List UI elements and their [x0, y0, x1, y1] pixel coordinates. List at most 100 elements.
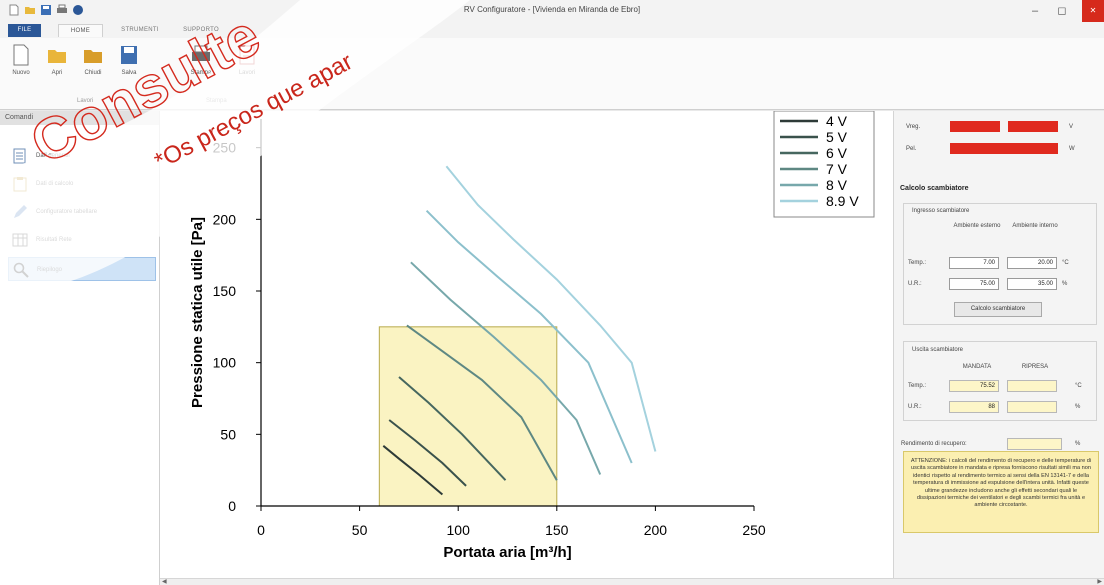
sidebar-item-label: Dati generali: [36, 153, 70, 159]
series-line: [410, 261, 602, 475]
vreg-bar-2: [1008, 121, 1058, 132]
calc-section-title: Calcolo scambiatore: [900, 185, 969, 192]
y-axis-label: Pressione statica utile [Pa]: [189, 217, 206, 408]
folder-icon: [84, 50, 102, 63]
ur-label: U.R.:: [908, 281, 922, 287]
new-doc-icon: [13, 44, 29, 66]
scroll-right-icon[interactable]: ▶: [1097, 579, 1102, 585]
maximize-icon[interactable]: ◻: [1057, 5, 1067, 17]
ingresso-title: Ingresso scambiatore: [912, 208, 970, 214]
y-tick-label: 100: [213, 355, 237, 371]
group-stampa: Stampa: [206, 98, 227, 104]
sidebar-item-configuratore[interactable]: Configuratore tabellare: [8, 200, 156, 224]
legend-label: 8 V: [826, 177, 848, 193]
minimize-icon[interactable]: –: [1031, 5, 1039, 17]
temp-ext-field[interactable]: 7.00: [949, 257, 999, 269]
uscita-title: Uscita scambiatore: [912, 347, 964, 353]
legend-label: 5 V: [826, 129, 848, 145]
y-tick-label: 150: [213, 283, 237, 299]
ingresso-box: [903, 203, 1097, 325]
x-tick-label: 200: [644, 522, 668, 538]
jobs-label: Lavori: [238, 70, 256, 76]
document-icon: [13, 148, 26, 164]
vreg-unit: V: [1069, 124, 1074, 130]
sidebar-item-dati-generali[interactable]: Dati generali: [8, 144, 156, 168]
ripresa-label: RIPRESA: [1021, 364, 1049, 370]
summary-panel: Vreg. V Pel. W Calcolo scambiatore Ingre…: [893, 111, 1104, 578]
ur-int-field[interactable]: 35.00: [1007, 278, 1057, 290]
commands-sidebar: Comandi Dati generali Dati di calcolo Co…: [0, 111, 160, 585]
save-label: Salva: [121, 70, 137, 76]
warning-note: ATTENZIONE: i calcoli del rendimento di …: [903, 451, 1099, 533]
legend-label: 8.9 V: [826, 193, 859, 209]
temp-int-field[interactable]: 20.00: [1007, 257, 1057, 269]
rendimento-unit: %: [1075, 441, 1081, 447]
tab-supporto[interactable]: SUPPORTO: [183, 27, 219, 33]
print-icon: [192, 45, 210, 61]
temp-ripresa-field: [1007, 380, 1057, 392]
y-tick-label: 50: [220, 426, 236, 442]
group-lavori: Lavori: [77, 98, 94, 104]
col-int-label: Ambiente interno: [1012, 223, 1058, 229]
tab-strumenti[interactable]: STRUMENTI: [121, 27, 159, 33]
sidebar-item-label: Dati di calcolo: [36, 181, 74, 187]
window-title: RV Configuratore - [Vivienda en Miranda …: [463, 5, 641, 14]
pel-bar: [950, 143, 1058, 154]
folder-open-icon: [48, 50, 66, 63]
legend-label: 4 V: [826, 113, 848, 129]
new-button[interactable]: Nuovo: [6, 44, 36, 76]
x-tick-label: 150: [545, 522, 569, 538]
temp-label: Temp.:: [908, 260, 927, 266]
x-tick-label: 50: [352, 522, 368, 538]
open-button[interactable]: Apri: [42, 44, 72, 76]
fan-curve-chart: 0 50 100 150 200 250 0 50 100 150 200 250 Portata ar…: [189, 110, 875, 561]
chart-panel: 0 50 100 150 200 250 0 50 100 150 200 250 Portata ar…: [160, 110, 893, 578]
calc-exchanger-button[interactable]: Calcolo scambiatore: [954, 302, 1042, 317]
jobs-button[interactable]: Lavori: [232, 44, 262, 76]
ur-mandata-field: 88: [949, 401, 999, 413]
pel-label: Pel.: [906, 146, 917, 152]
ribbon-tabs: FILE HOME STRUMENTI SUPPORTO: [0, 22, 1104, 38]
scroll-left-icon[interactable]: ◀: [162, 579, 167, 585]
pel-unit: W: [1069, 146, 1075, 152]
series-line: [398, 376, 507, 481]
ur-ripresa-field: [1007, 401, 1057, 413]
y-tick-label: 0: [228, 498, 236, 514]
save-button[interactable]: Salva: [114, 44, 144, 76]
sidebar-item-label: Riepilogo: [37, 267, 63, 273]
sidebar-item-riepilogo[interactable]: Riepilogo: [8, 257, 156, 281]
y-tick-label: 250: [213, 140, 237, 156]
sidebar-item-dati-calcolo[interactable]: Dati di calcolo: [8, 172, 156, 196]
highlight-region: [378, 326, 558, 507]
tab-home[interactable]: HOME: [58, 24, 103, 37]
legend-label: 7 V: [826, 161, 848, 177]
temp-mandata-field: 75.52: [949, 380, 999, 392]
x-tick-label: 0: [257, 522, 265, 538]
series-line: [382, 445, 444, 496]
close-doc-label: Chiudi: [84, 70, 102, 76]
magnifier-icon: [13, 262, 29, 278]
clipboard-icon: [13, 177, 27, 192]
save-icon: [121, 46, 137, 64]
uscita-box: [903, 341, 1097, 421]
close-doc-button[interactable]: Chiudi: [78, 44, 108, 76]
temp-unit: °C: [1062, 260, 1069, 266]
x-tick-label: 250: [742, 522, 766, 538]
mandata-label: MANDATA: [962, 364, 992, 370]
series-line: [388, 419, 467, 487]
title-bar: RV Configuratore - [Vivienda en Miranda …: [0, 0, 1104, 34]
sidebar-item-risultati[interactable]: Risultati Rete: [8, 228, 156, 252]
horizontal-scrollbar[interactable]: ◀ ▶: [160, 578, 1104, 585]
y-tick-label: 200: [213, 211, 237, 227]
print-button[interactable]: Stampa: [186, 44, 216, 76]
legend-box: [773, 110, 875, 218]
open-label: Apri: [51, 70, 63, 76]
vreg-bar-1: [950, 121, 1000, 132]
ur-ext-field[interactable]: 75.00: [949, 278, 999, 290]
print-label: Stampa: [190, 70, 212, 76]
series-line: [445, 165, 657, 452]
legend-label: 6 V: [826, 145, 848, 161]
tab-file[interactable]: FILE: [8, 24, 41, 37]
new-label: Nuovo: [12, 70, 30, 76]
ur-out-unit: %: [1075, 404, 1081, 410]
